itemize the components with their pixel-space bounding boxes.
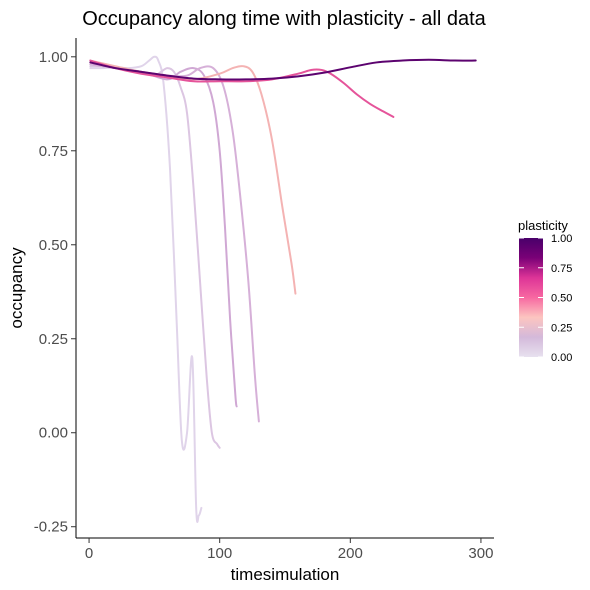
x-axis-ticks: 0 100 200 300 — [85, 538, 493, 562]
chart-title: Occupancy along time with plasticity - a… — [82, 8, 486, 30]
series-line-plasticity-0-1 — [89, 55, 203, 523]
y-tick-label: 0.00 — [39, 425, 68, 442]
series-line-plasticity-1 — [89, 58, 477, 81]
series-line-plasticity-0-6 — [89, 59, 395, 118]
x-tick-label: 0 — [85, 545, 93, 562]
series-line-plasticity-0-2 — [89, 65, 221, 449]
legend-tick-label: 1.00 — [551, 233, 572, 245]
x-tick-label: 100 — [207, 545, 232, 562]
x-tick-label: 300 — [468, 545, 493, 562]
y-axis-ticks: -0.25 0.00 0.25 0.50 0.75 1.00 — [34, 49, 76, 536]
series-lines — [89, 55, 477, 523]
y-tick-label: 0.25 — [39, 331, 68, 348]
plot-area: 0 100 200 300 -0.25 0.00 0.25 0.50 0.75 1.00 — [34, 38, 494, 562]
legend-tick-label: 0.00 — [551, 352, 572, 364]
y-tick-label: -0.25 — [34, 519, 68, 536]
x-tick-label: 200 — [338, 545, 363, 562]
y-axis-title: occupancy — [7, 247, 26, 329]
y-tick-label: 0.75 — [39, 143, 68, 160]
y-tick-label: 1.00 — [39, 49, 68, 66]
series-line-plasticity-0-3 — [89, 63, 238, 408]
legend-tick-label: 0.25 — [551, 322, 572, 334]
legend-tick-label: 0.50 — [551, 293, 572, 305]
legend-title: plasticity — [518, 218, 568, 233]
legend: plasticity 0.00 0.25 0.50 0.75 1.00 — [518, 218, 572, 364]
legend-tick-label: 0.75 — [551, 263, 572, 275]
y-tick-label: 0.50 — [39, 237, 68, 254]
legend-ticks: 0.00 0.25 0.50 0.75 1.00 — [519, 233, 572, 364]
x-axis-title: timesimulation — [231, 565, 340, 584]
